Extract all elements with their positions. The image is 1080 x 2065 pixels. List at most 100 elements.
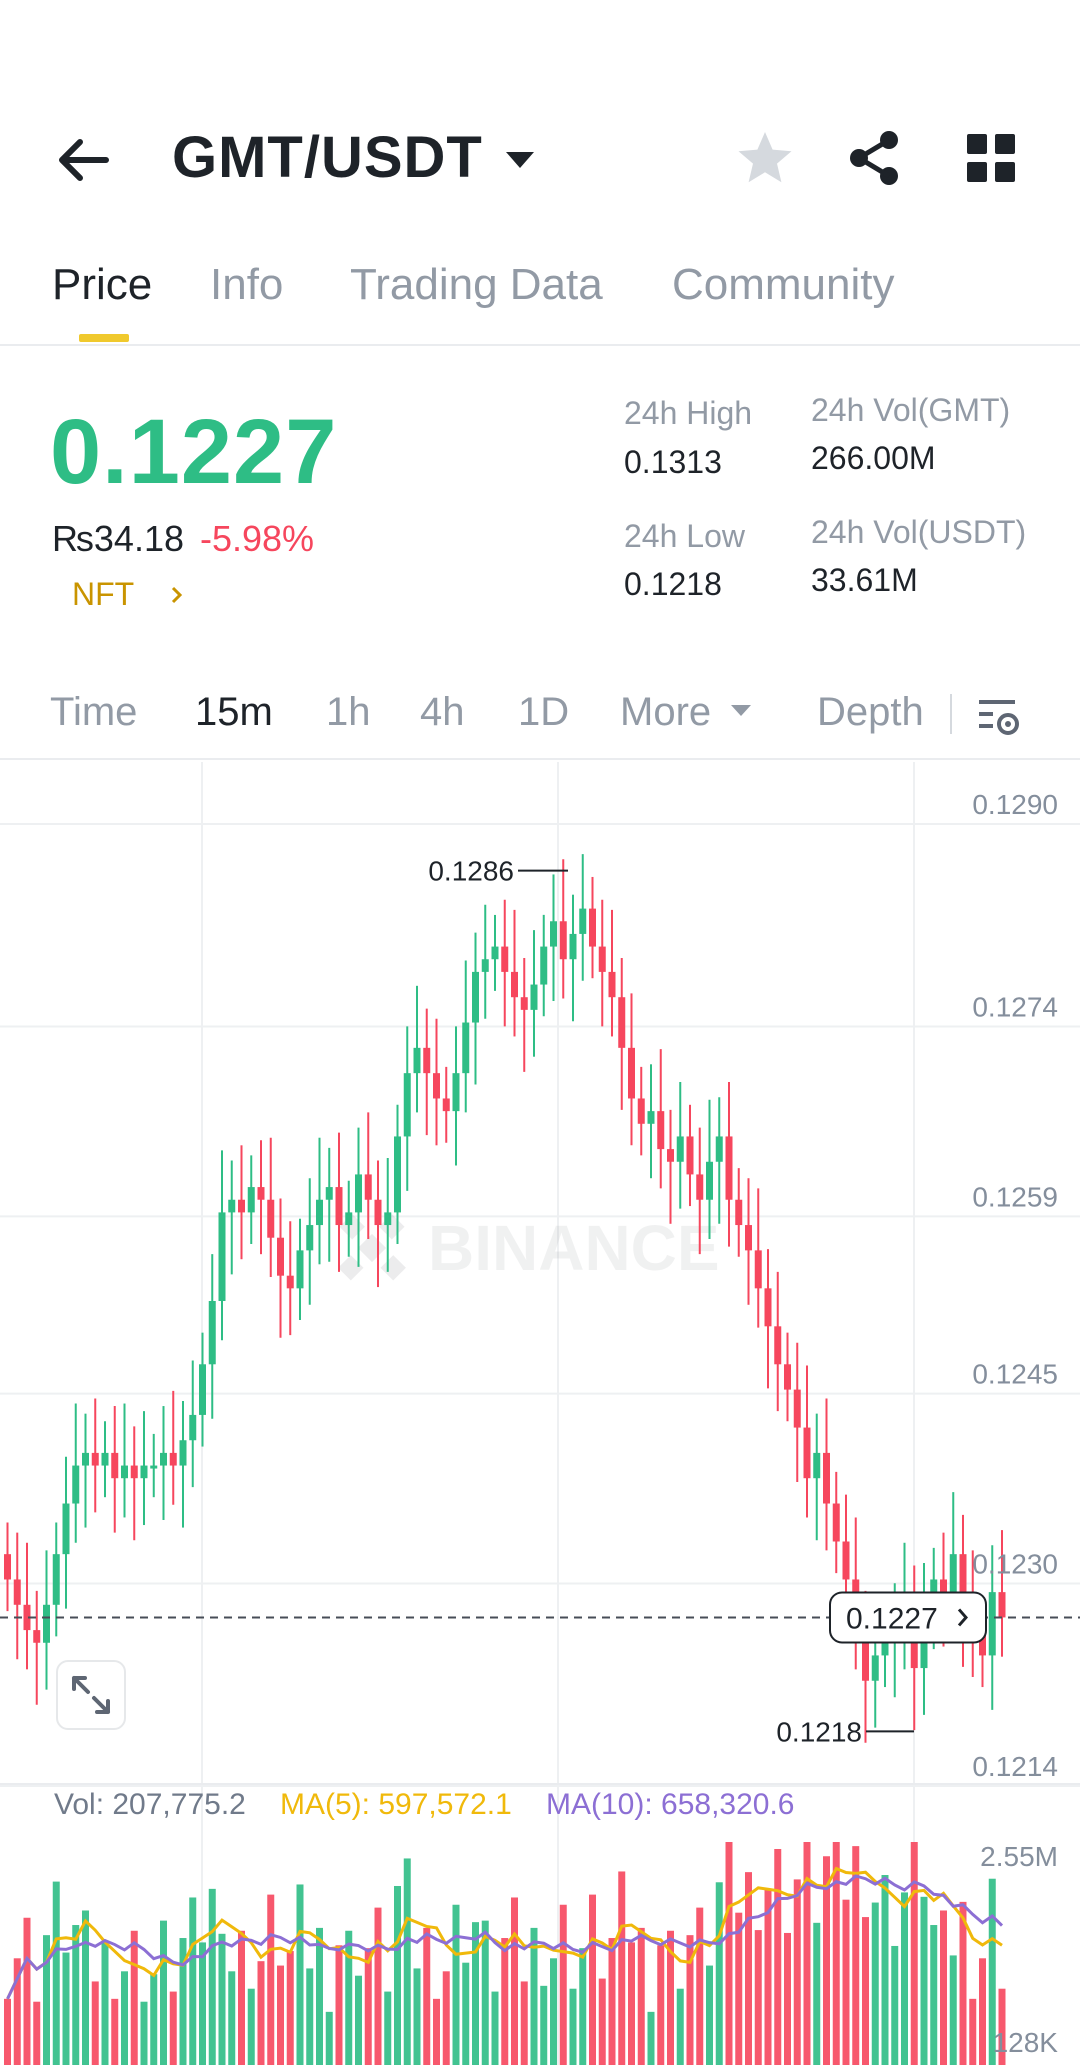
volume-bar [949,1955,957,2065]
volume-bar [169,1991,177,2065]
volume-bar [335,1945,343,2065]
candle-body [91,1452,99,1466]
volume-bar [832,1842,840,2065]
volume-bar [355,1975,362,2065]
chart-settings-icon[interactable] [975,692,1025,742]
volume-bar [998,1988,1006,2065]
volume-bar [101,1940,109,2065]
volume-bar [121,1971,128,2065]
chevron-right-icon [171,586,182,604]
volume-tick-label: 128K [993,2027,1059,2058]
candle-body [325,1187,333,1200]
candle-body [238,1199,245,1213]
candle-body [218,1212,226,1301]
back-arrow-icon[interactable] [50,130,120,190]
tab-community[interactable]: Community [672,260,895,309]
volume-bar [667,1930,674,2065]
candle-body [306,1225,314,1251]
current-price-tag-label: 0.1227 [846,1602,938,1635]
volume-bar [657,1945,665,2065]
volume-bar [774,1848,782,2065]
pair-title[interactable]: GMT/USDT [172,125,483,190]
candlestick-chart[interactable]: BINANCE 0.12900.12740.12590.12450.12300.… [0,762,1080,2065]
current-price-tag-box [829,1591,987,1644]
interval-4h[interactable]: 4h [420,690,465,734]
tab-trading-data[interactable]: Trading Data [350,260,603,309]
candles [4,854,1006,1743]
candle-body [511,971,518,998]
candle-body [940,1579,947,1593]
volume-bar [491,1991,499,2065]
volume-bar [530,1927,538,2065]
candle-body [501,946,509,972]
candle-body [82,1452,89,1466]
interval-15m[interactable]: 15m [195,690,273,734]
volume-bar [91,1981,99,2065]
candle-body [520,997,528,1010]
volume-bar [901,1892,908,2065]
interval-1h[interactable]: 1h [326,690,371,734]
candle-body [23,1604,31,1631]
candle-body [725,1136,733,1200]
candle-body [862,1630,869,1681]
volume-bar [784,1932,791,2065]
high-24h-value: 0.1313 [624,444,722,480]
volume-bar [442,1971,450,2065]
candle-body [959,1554,967,1605]
volume-bar [413,1968,421,2065]
candle-body [296,1250,304,1289]
star-icon[interactable] [735,128,795,188]
volume-bar [325,2011,333,2065]
last-price: 0.1227 [50,401,338,503]
volume-bar [881,1875,889,2065]
grid-icon[interactable] [965,132,1017,184]
interval-1d[interactable]: 1D [518,690,570,734]
vol-base-value: 266.00M [811,440,936,476]
candle-body [189,1414,197,1441]
volume-bar [764,1889,772,2065]
nft-link[interactable]: NFT [72,576,189,613]
volume-bar [306,1968,314,2065]
interval-depth[interactable]: Depth [817,690,924,734]
candle-body [169,1452,177,1466]
candle-body [384,1212,392,1226]
vol-quote-label: 24h Vol(USDT) [811,514,1027,550]
volume-bar [862,1917,869,2065]
tab-price[interactable]: Price [52,260,153,309]
volume-bar [43,1935,50,2065]
candle-body [364,1174,372,1200]
volume-bar [82,1910,89,2065]
volume-bar [160,1920,167,2065]
volume-bar [969,1998,977,2065]
volume-bar [852,1846,860,2065]
candle-body [140,1465,148,1479]
volume-bar [628,1942,635,2065]
candle-body [871,1655,879,1681]
volume-bar [296,1884,304,2065]
volume-bar [959,1901,967,2065]
tab-info[interactable]: Info [210,260,284,309]
candle-body [706,1161,713,1200]
current-price-tag[interactable]: 0.1227 [829,1591,987,1644]
candle-body [374,1199,382,1226]
low-24h-value: 0.1218 [624,566,722,602]
volume-bar [374,1907,382,2065]
volume-bar [559,1904,567,2065]
y-tick-label: 0.1214 [972,1751,1058,1782]
volume-bar [569,1988,577,2065]
share-icon[interactable] [845,128,905,188]
interval-time[interactable]: Time [50,690,138,734]
vol-base-label: 24h Vol(GMT) [811,392,1011,428]
volume-bar [462,1962,470,2065]
y-tick-label: 0.1230 [972,1548,1058,1579]
candle-body [462,1022,470,1074]
fullscreen-button[interactable] [56,1660,126,1730]
candle-body [823,1452,830,1504]
volume-bar [618,1871,626,2065]
caret-down-icon[interactable] [500,140,540,180]
volume-bar [696,1907,704,2065]
interval-more[interactable]: More [620,690,754,735]
candle-body [598,946,606,972]
candle-body [72,1465,80,1504]
candle-body [949,1554,957,1593]
